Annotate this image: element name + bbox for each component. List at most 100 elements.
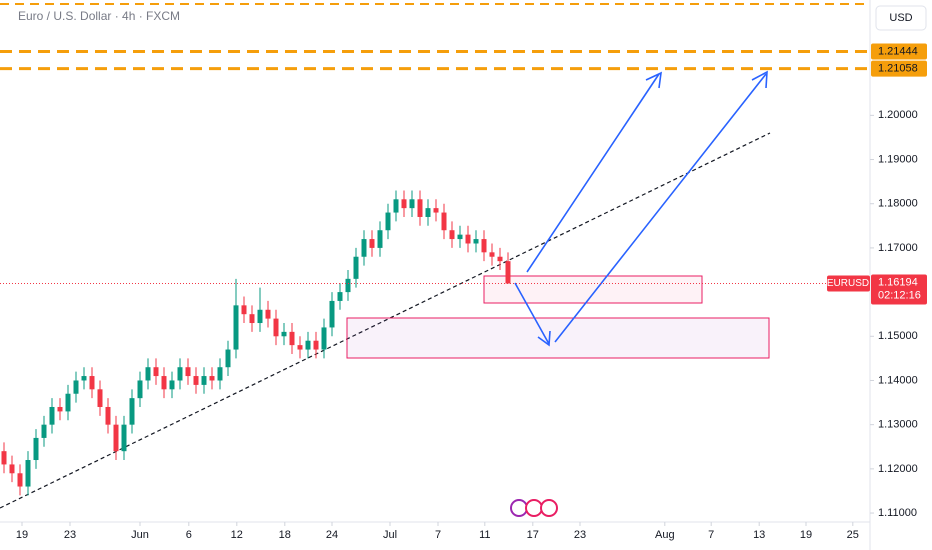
y-tick-label: 1.13000 <box>878 419 918 431</box>
candle-body <box>97 389 103 407</box>
x-tick-label: 23 <box>574 529 586 541</box>
candle-body <box>209 376 215 381</box>
y-tick-label: 1.20000 <box>878 109 918 121</box>
candle-body <box>73 380 79 394</box>
symbol-tag <box>827 275 870 292</box>
candle-body <box>233 305 239 350</box>
event-icon <box>525 499 543 517</box>
zone-box <box>483 275 703 304</box>
x-tick-label: 7 <box>435 529 441 541</box>
last-price-tag <box>871 274 927 305</box>
candle-body <box>33 437 39 461</box>
candle-body <box>257 309 263 324</box>
candle-body <box>481 239 487 253</box>
arrow-head <box>751 70 768 89</box>
candle-body <box>417 199 423 217</box>
candle-body <box>353 256 359 279</box>
candle-body <box>49 406 55 425</box>
price-level-tag <box>871 43 927 60</box>
candle-body <box>153 367 159 377</box>
x-tick-label: 24 <box>326 529 338 541</box>
candle-body <box>361 239 367 257</box>
candle-body <box>489 252 495 257</box>
candle-body <box>433 208 439 213</box>
x-tick-label: Jul <box>383 529 397 541</box>
candle-body <box>305 340 311 350</box>
candle-body <box>25 460 31 487</box>
plot <box>0 50 870 496</box>
arrow <box>514 282 550 345</box>
candle-body <box>217 367 223 381</box>
candle-body <box>161 376 167 390</box>
x-tick-label: 23 <box>64 529 76 541</box>
candle-body <box>281 331 287 337</box>
symbol-label: EURUSD <box>827 278 869 289</box>
y-tick-label: 1.14000 <box>878 374 918 386</box>
x-tick-label: 18 <box>279 529 291 541</box>
x-tick-label: 6 <box>186 529 192 541</box>
x-tick-label: Aug <box>655 529 675 541</box>
arrow <box>526 73 660 273</box>
candle-body <box>473 239 479 244</box>
candle-body <box>337 292 343 301</box>
candle-body <box>377 230 383 248</box>
x-tick-label: 17 <box>527 529 539 541</box>
currency-button[interactable] <box>875 5 927 31</box>
x-tick-label: 11 <box>479 529 490 541</box>
price-level-label: 1.21058 <box>878 62 918 74</box>
candle-body <box>105 406 111 425</box>
event-icons <box>510 499 558 517</box>
candle-body <box>505 261 511 284</box>
arrow-head <box>645 71 662 89</box>
candle-body <box>41 424 47 438</box>
candle-body <box>409 199 415 209</box>
trend-line <box>0 132 771 509</box>
candle-body <box>241 305 247 315</box>
candle-body <box>329 300 335 328</box>
x-tick-label: 25 <box>847 529 859 541</box>
candle-body <box>9 464 15 474</box>
candle-body <box>145 367 151 381</box>
drawings <box>0 70 771 517</box>
price-level-label: 1.21444 <box>878 45 918 57</box>
x-tick-label: Jun <box>131 529 149 541</box>
candle-body <box>129 398 135 425</box>
y-tick-label: 1.18000 <box>878 198 918 210</box>
candle-body <box>81 376 87 381</box>
candle-body <box>113 424 119 452</box>
candle-body <box>273 318 279 337</box>
candle-body <box>89 376 95 390</box>
currency-label[interactable]: USD <box>889 12 912 24</box>
candle-body <box>57 406 63 412</box>
candle-body <box>441 212 447 231</box>
countdown-label: 02:12:16 <box>878 289 921 301</box>
candle-body <box>137 380 143 399</box>
candle-body <box>313 340 319 350</box>
candle-body <box>121 424 127 452</box>
y-tick-label: 1.19000 <box>878 153 918 165</box>
x-tick-label: 12 <box>231 529 243 541</box>
chart-title: Euro / U.S. Dollar · 4h · FXCM <box>18 9 180 23</box>
candle-body <box>249 314 255 324</box>
candle-body <box>497 256 503 262</box>
candle-body <box>345 278 351 293</box>
candle-body <box>369 239 375 248</box>
candle-body <box>425 208 431 217</box>
axes: 1.11000 1.12000 1.13000 1.14000 1.15000 1.170… <box>16 109 918 541</box>
candle-body <box>177 367 183 381</box>
candle-body <box>393 199 399 213</box>
arrows <box>514 70 768 347</box>
candle-body <box>465 234 471 244</box>
arrow-head <box>537 330 551 347</box>
candle-body <box>265 309 271 319</box>
candle-body <box>201 376 207 385</box>
candle-body <box>289 331 295 346</box>
y-tick-label: 1.12000 <box>878 463 918 475</box>
y-tick-label: 1.15000 <box>878 330 918 342</box>
candle-body <box>321 327 327 350</box>
x-tick-label: 19 <box>16 529 28 541</box>
x-tick-label: 13 <box>753 529 765 541</box>
event-icon <box>540 499 558 517</box>
